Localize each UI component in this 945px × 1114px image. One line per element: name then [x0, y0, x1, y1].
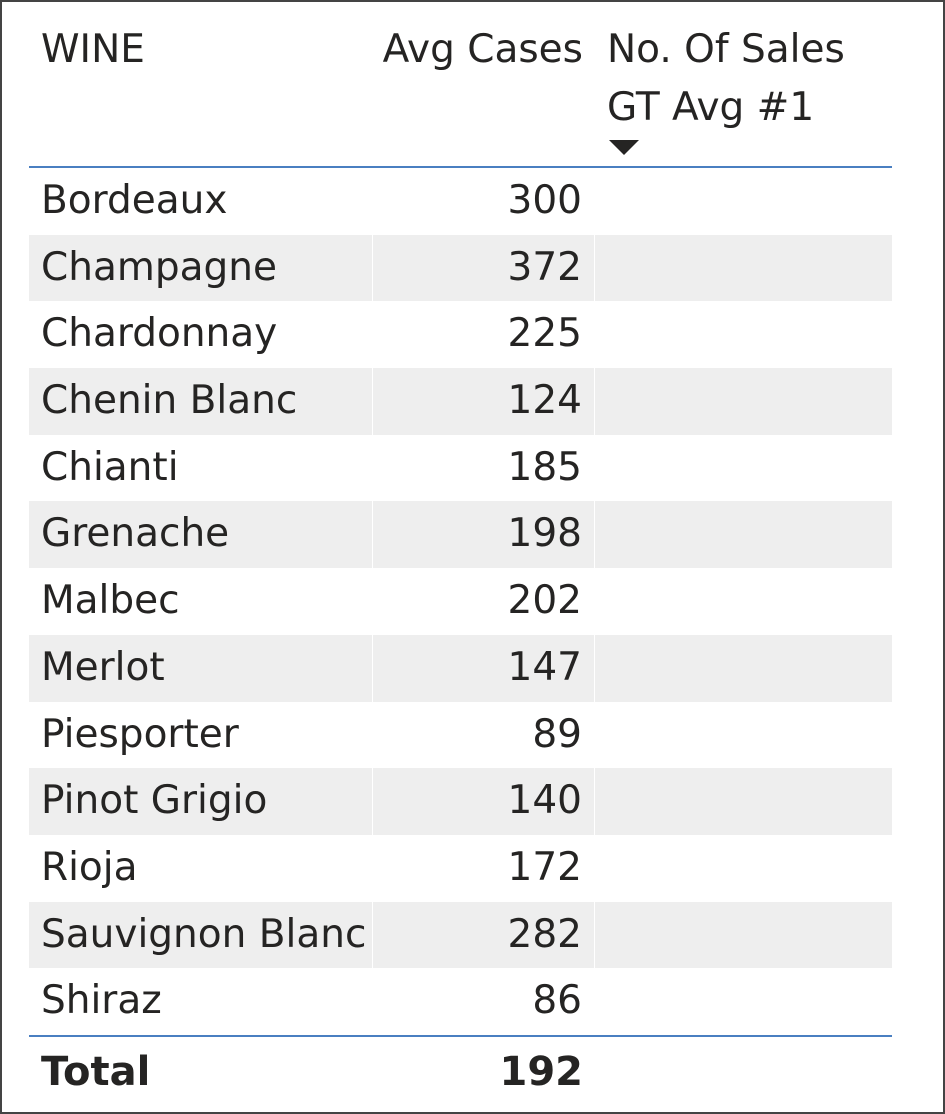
cell-sales-gt-avg	[595, 635, 892, 702]
cell-wine: Sauvignon Blanc	[29, 901, 373, 969]
cell-sales-gt-avg	[595, 301, 892, 368]
cell-sales-gt-avg	[595, 235, 892, 302]
column-header-sales-gt-avg-line2: GT Avg #1	[607, 85, 815, 130]
total-avg-cases: 192	[499, 1048, 584, 1095]
table-row[interactable]: Pinot Grigio 140	[29, 768, 892, 835]
cell-avg-cases: 86	[373, 968, 595, 1035]
table-row[interactable]: Shiraz 86	[29, 968, 892, 1035]
cell-wine: Grenache	[29, 501, 373, 569]
table-row[interactable]: Piesporter 89	[29, 701, 892, 769]
cell-sales-gt-avg	[595, 168, 892, 235]
cell-avg-cases: 140	[373, 768, 595, 835]
table-row[interactable]: Chenin Blanc 124	[29, 368, 892, 435]
cell-wine: Merlot	[29, 634, 373, 702]
cell-sales-gt-avg	[595, 435, 892, 502]
cell-wine: Malbec	[29, 568, 373, 635]
cell-wine: Shiraz	[29, 968, 373, 1035]
cell-sales-gt-avg	[595, 568, 892, 635]
cell-avg-cases: 300	[373, 168, 595, 235]
cell-wine: Piesporter	[29, 701, 373, 769]
column-header-avg-cases[interactable]: Avg Cases	[382, 27, 583, 72]
wine-table: WINE Avg Cases No. Of Sales GT Avg #1 Bo…	[29, 2, 892, 1107]
cell-wine: Rioja	[29, 834, 373, 902]
table-row[interactable]: Grenache 198	[29, 501, 892, 569]
cell-sales-gt-avg	[595, 768, 892, 835]
cell-wine: Bordeaux	[29, 168, 373, 235]
cell-avg-cases: 185	[373, 434, 595, 502]
cell-avg-cases: 124	[373, 368, 595, 435]
table-header: WINE Avg Cases No. Of Sales GT Avg #1	[29, 2, 892, 168]
cell-sales-gt-avg	[595, 501, 892, 568]
table-body: Bordeaux 300 Champagne 372 Chardonnay 225 Chen…	[29, 168, 892, 1035]
table-row[interactable]: Chardonnay 225	[29, 301, 892, 369]
cell-avg-cases: 89	[373, 701, 595, 769]
column-header-wine[interactable]: WINE	[41, 27, 145, 72]
cell-sales-gt-avg	[595, 968, 892, 1035]
cell-wine: Pinot Grigio	[29, 768, 373, 835]
column-header-sales-gt-avg-line1: No. Of Sales	[607, 27, 845, 72]
cell-wine: Chenin Blanc	[29, 368, 373, 435]
cell-wine: Chianti	[29, 434, 373, 502]
table-row[interactable]: Merlot 147	[29, 634, 892, 702]
cell-avg-cases: 147	[373, 634, 595, 702]
table-row[interactable]: Champagne 372	[29, 234, 892, 302]
cell-wine: Chardonnay	[29, 301, 373, 369]
table-row[interactable]: Chianti 185	[29, 434, 892, 502]
cell-avg-cases: 372	[373, 234, 595, 302]
table-row[interactable]: Rioja 172	[29, 834, 892, 902]
cell-sales-gt-avg	[595, 835, 892, 902]
table-row[interactable]: Sauvignon Blanc 282	[29, 901, 892, 969]
total-label: Total	[41, 1048, 151, 1095]
table-row[interactable]: Bordeaux 300	[29, 168, 892, 235]
cell-avg-cases: 172	[373, 834, 595, 902]
cell-sales-gt-avg	[595, 702, 892, 769]
cell-wine: Champagne	[29, 234, 373, 302]
cell-avg-cases: 202	[373, 568, 595, 635]
cell-avg-cases: 282	[373, 901, 595, 969]
table-row[interactable]: Malbec 202	[29, 568, 892, 635]
cell-sales-gt-avg	[595, 368, 892, 435]
table-total-row: Total 192	[29, 1034, 892, 1107]
cell-sales-gt-avg	[595, 902, 892, 969]
sort-descending-icon[interactable]	[609, 140, 639, 155]
column-header-sales-gt-avg[interactable]: No. Of Sales GT Avg #1	[607, 21, 889, 137]
cell-avg-cases: 198	[373, 501, 595, 569]
cell-avg-cases: 225	[373, 301, 595, 369]
